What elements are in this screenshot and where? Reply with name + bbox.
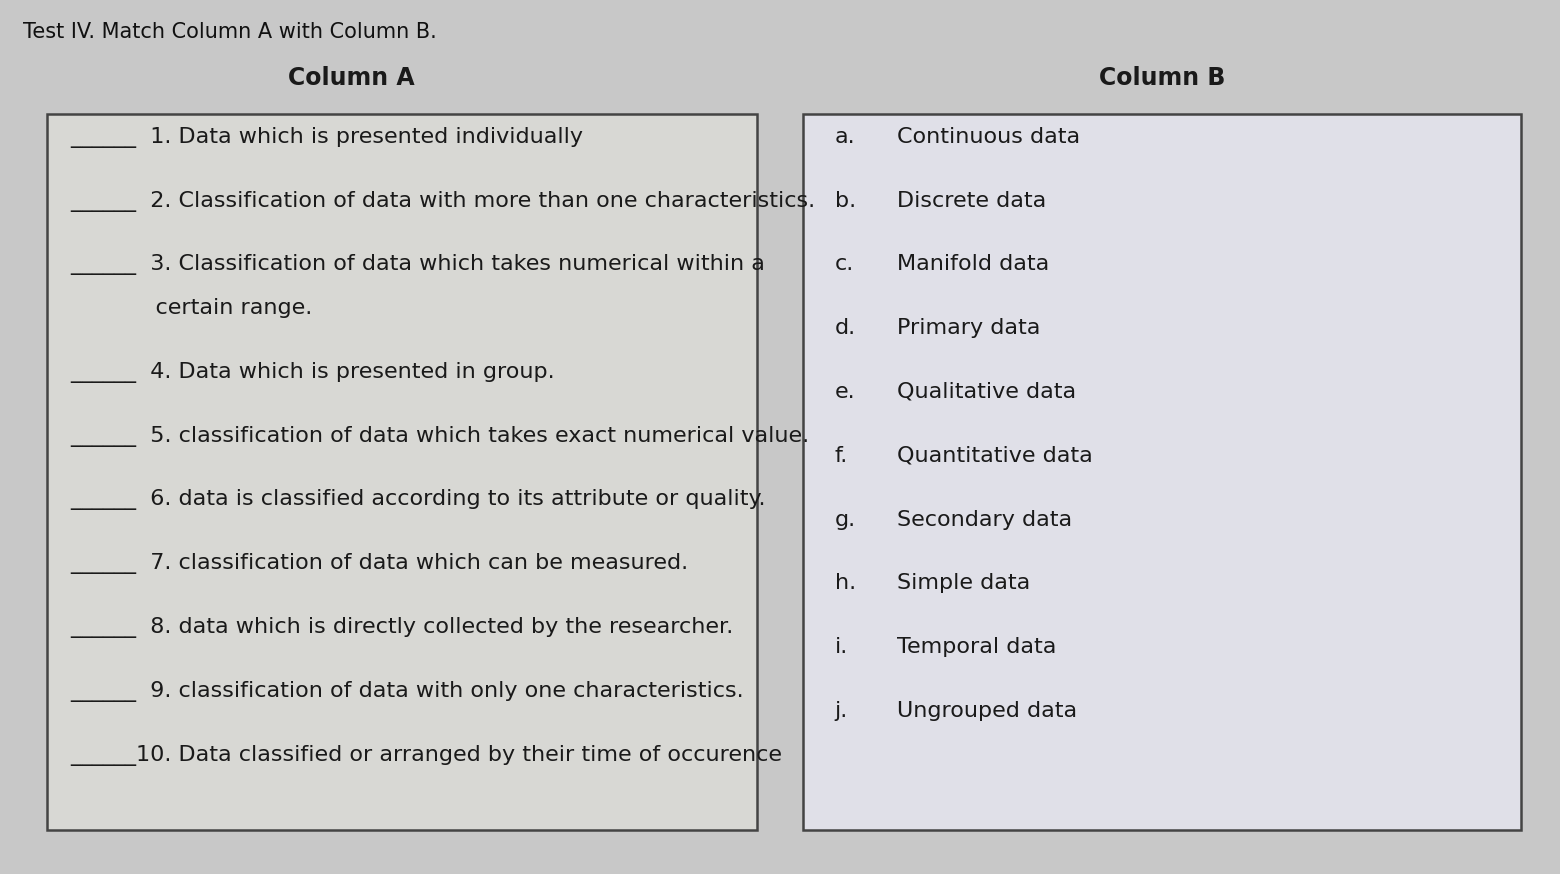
Text: ______  5. classification of data which takes exact numerical value.: ______ 5. classification of data which t… <box>70 426 810 447</box>
Text: ______  2. Classification of data with more than one characteristics.: ______ 2. Classification of data with mo… <box>70 191 816 212</box>
Text: Simple data: Simple data <box>897 573 1030 593</box>
Text: d.: d. <box>835 318 856 338</box>
Text: ______  1. Data which is presented individually: ______ 1. Data which is presented indivi… <box>70 127 583 148</box>
Text: b.: b. <box>835 191 856 211</box>
Text: f.: f. <box>835 446 847 466</box>
Text: e.: e. <box>835 382 855 402</box>
Text: i.: i. <box>835 637 847 657</box>
Text: Temporal data: Temporal data <box>897 637 1056 657</box>
Text: Discrete data: Discrete data <box>897 191 1047 211</box>
Text: Manifold data: Manifold data <box>897 254 1050 274</box>
Text: Primary data: Primary data <box>897 318 1041 338</box>
Text: a.: a. <box>835 127 855 147</box>
Text: Column B: Column B <box>1098 66 1226 89</box>
Text: ______  9. classification of data with only one characteristics.: ______ 9. classification of data with on… <box>70 681 744 702</box>
Text: ______  4. Data which is presented in group.: ______ 4. Data which is presented in gro… <box>70 362 555 383</box>
Text: certain range.: certain range. <box>70 298 312 318</box>
Text: ______  7. classification of data which can be measured.: ______ 7. classification of data which c… <box>70 553 688 574</box>
Text: Quantitative data: Quantitative data <box>897 446 1092 466</box>
Text: ______  6. data is classified according to its attribute or quality.: ______ 6. data is classified according t… <box>70 489 766 510</box>
Text: Qualitative data: Qualitative data <box>897 382 1076 402</box>
Text: ______  8. data which is directly collected by the researcher.: ______ 8. data which is directly collect… <box>70 617 733 638</box>
Text: g.: g. <box>835 510 856 530</box>
Text: c.: c. <box>835 254 853 274</box>
Text: Continuous data: Continuous data <box>897 127 1080 147</box>
Text: j.: j. <box>835 701 847 721</box>
FancyBboxPatch shape <box>803 114 1521 830</box>
Text: ______10. Data classified or arranged by their time of occurence: ______10. Data classified or arranged by… <box>70 745 782 766</box>
Text: ______  3. Classification of data which takes numerical within a: ______ 3. Classification of data which t… <box>70 254 764 275</box>
Text: Test IV. Match Column A with Column B.: Test IV. Match Column A with Column B. <box>23 22 437 42</box>
Text: Column A: Column A <box>287 66 415 89</box>
Text: h.: h. <box>835 573 856 593</box>
Text: Ungrouped data: Ungrouped data <box>897 701 1076 721</box>
FancyBboxPatch shape <box>47 114 757 830</box>
Text: Secondary data: Secondary data <box>897 510 1072 530</box>
